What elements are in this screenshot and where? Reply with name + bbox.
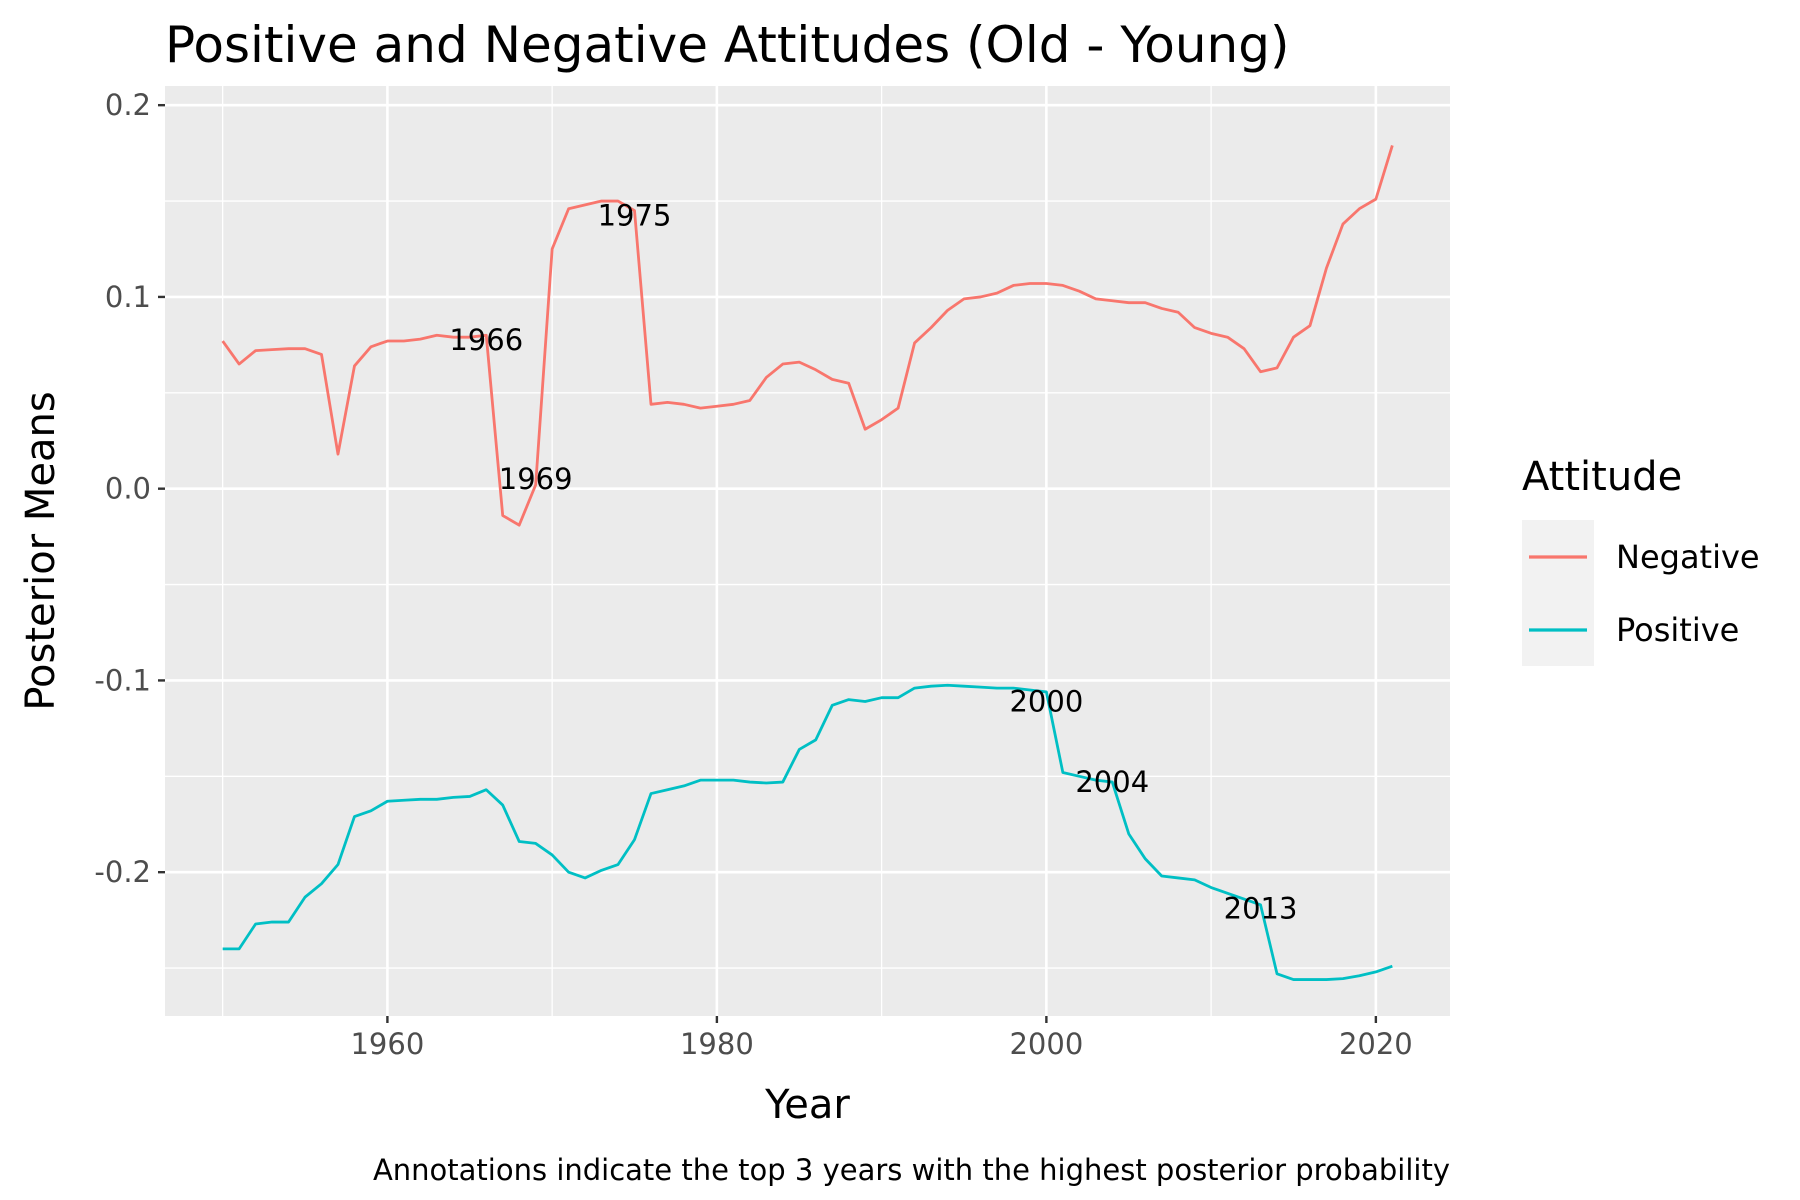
y-axis-title: Posterior Means [18, 391, 64, 710]
grid-minor [165, 86, 1450, 1016]
x-tick-label: 2000 [1009, 1027, 1083, 1061]
x-axis-title: Year [764, 1082, 850, 1128]
y-tick-label: -0.1 [94, 663, 151, 697]
series-layer [221, 145, 1394, 981]
grid-major [165, 86, 1450, 1016]
y-tick-label: 0.1 [105, 280, 151, 314]
y-tick-label: -0.2 [94, 855, 151, 889]
annotation-layer: 1975 1966 1969 2000 2004 2013 [449, 198, 1297, 925]
series-line-positive [222, 683, 1393, 981]
axes-layer: 1960 1980 2000 2020 0.2 0.1 0.0 -0.1 -0.2 [94, 88, 1412, 1061]
x-tick-label: 1960 [350, 1027, 424, 1061]
legend: Attitude Negative Positive [1522, 454, 1760, 666]
annotation-label: 2004 [1075, 765, 1149, 799]
x-tick-label: 2020 [1339, 1027, 1413, 1061]
annotation-label: 2000 [1009, 685, 1083, 719]
legend-label-positive: Positive [1616, 611, 1739, 649]
legend-items: Negative Positive [1529, 538, 1760, 649]
chart-title: Positive and Negative Attitudes (Old - Y… [165, 16, 1290, 74]
legend-keys-background [1522, 520, 1594, 666]
annotation-label: 1975 [598, 198, 672, 232]
plot-panel [165, 86, 1450, 1016]
annotation-label: 2013 [1224, 892, 1298, 926]
legend-title: Attitude [1522, 454, 1682, 500]
chart-caption: Annotations indicate the top 3 years wit… [373, 1153, 1450, 1187]
series-line-negative [221, 145, 1394, 527]
x-tick-label: 1980 [680, 1027, 754, 1061]
legend-label-negative: Negative [1616, 538, 1760, 576]
annotation-label: 1969 [499, 462, 573, 496]
annotation-label: 1966 [449, 323, 523, 357]
y-tick-label: 0.0 [105, 472, 151, 506]
y-tick-label: 0.2 [105, 88, 151, 122]
